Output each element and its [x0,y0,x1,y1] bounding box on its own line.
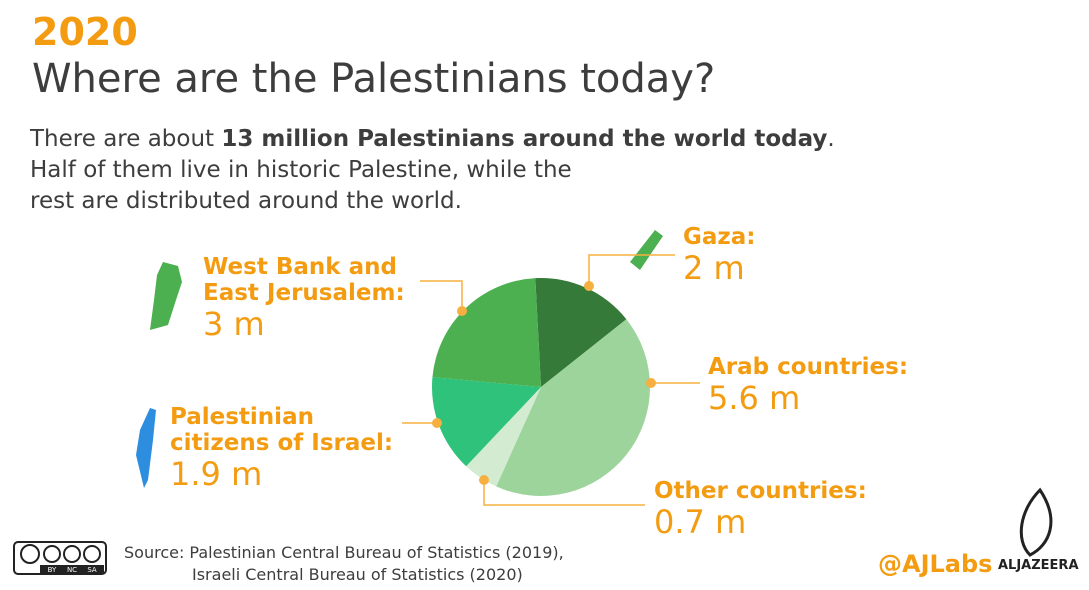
description-line: There are about 13 million Palestinians … [30,124,835,155]
logo [1019,487,1053,557]
leader-line [588,254,675,286]
source-line: Source: Palestinian Central Bureau of St… [124,543,564,562]
leader-dot [584,281,594,291]
source: Source: Palestinian Central Bureau of St… [124,542,564,586]
pie-slice [432,278,541,387]
value-label: 5.6 m [708,379,801,417]
value-label: 3 m [203,305,265,343]
slice-label: Other countries: 0.7 m [654,478,954,540]
gaza-icon [630,230,663,270]
description-line: rest are distributed around the world. [30,186,835,217]
leader-dot [646,378,656,388]
slice-label: Gaza: 2 m [683,224,883,286]
pie-slice [496,319,650,496]
israel-icon [136,408,156,488]
license-text: SA [87,566,97,574]
pie-slice [466,387,541,487]
pie-slice [535,277,627,387]
category-label: Gaza: [683,224,756,250]
brand: ALJAZEERA [998,558,1079,573]
leader-dot [457,306,467,316]
description-text: Half of them live in historic Palestine,… [30,157,572,183]
leader-dot [432,418,442,428]
handle: @AJLabs [878,550,993,578]
year: 2020 [32,10,138,54]
category-label: Other countries: [654,478,867,504]
category-label: Palestinian citizens of Israel: [170,404,394,456]
value-label: 2 m [683,249,745,287]
license-text: BY [48,566,57,574]
license-text: NC [67,566,77,574]
slice-label: West Bank and East Jerusalem: 3 m [203,254,423,342]
west-bank-icon [150,262,182,330]
slice-label: Arab countries: 5.6 m [708,354,1008,416]
category-label: Arab countries: [708,354,909,380]
slice-label: Palestinian citizens of Israel: 1.9 m [170,404,410,492]
leader-dot [479,475,489,485]
category-label: West Bank and East Jerusalem: [203,254,405,306]
description-text: 13 million Palestinians around the world… [221,126,828,152]
cc-badge [13,541,107,575]
description-text: There are about [30,126,222,152]
chart-title: Where are the Palestinians today? [32,56,716,102]
description: There are about 13 million Palestinians … [30,124,835,217]
description-text: . [827,126,835,152]
leader-line [420,280,463,311]
value-label: 1.9 m [170,455,263,493]
leader-line [483,480,645,506]
description-text: rest are distributed around the world. [30,188,462,214]
description-line: Half of them live in historic Palestine,… [30,155,835,186]
pie-slice [431,377,541,467]
value-label: 0.7 m [654,503,747,541]
source-line: Israeli Central Bureau of Statistics (20… [192,565,523,584]
